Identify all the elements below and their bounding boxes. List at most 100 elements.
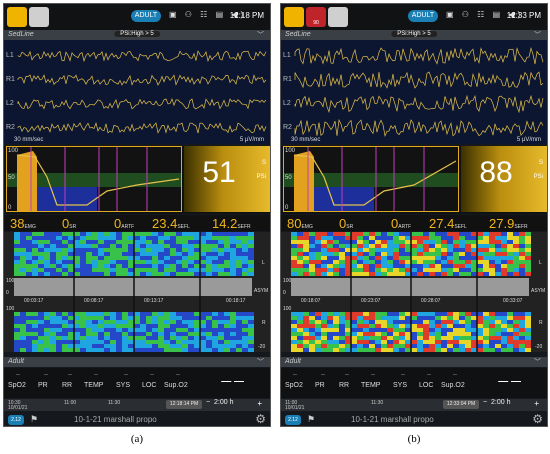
dsa-cell (501, 268, 507, 272)
param-artf[interactable]: 0ARTF (114, 216, 135, 231)
power-icon[interactable] (328, 7, 348, 27)
param-artf[interactable]: 0ARTF (391, 216, 412, 231)
sedline-header[interactable]: SedLine PSi:High > 5 ﹀ (4, 30, 270, 40)
psi-value-box[interactable]: 51 S PSi (184, 146, 270, 212)
dsa-cell (297, 236, 303, 240)
param-sefr[interactable]: 27.9SEFR (489, 216, 528, 231)
dsa-cell (38, 236, 44, 240)
dsa-cell (327, 264, 333, 268)
flag-icon[interactable]: ⚑ (307, 414, 316, 424)
dsa-cell (513, 340, 519, 344)
zoom-in-button[interactable]: + (534, 399, 539, 408)
param-emg[interactable]: 80EMG (287, 216, 313, 231)
param-sefr[interactable]: 14.2SEFR (212, 216, 251, 231)
param-sr[interactable]: 0SR (339, 216, 354, 231)
zoom-out-button[interactable]: − (483, 399, 488, 406)
vital-label[interactable]: LOC (419, 382, 434, 389)
vital-label[interactable]: SpO2 (285, 382, 303, 389)
dsa-cell (104, 272, 110, 276)
vital-label[interactable]: LOC (142, 382, 157, 389)
speaker-icon[interactable] (29, 7, 49, 27)
chevron-down-icon[interactable]: ﹀ (534, 359, 541, 366)
dsa-cell (411, 264, 417, 268)
dsa-cell (501, 348, 507, 352)
bell-icon[interactable] (284, 7, 304, 27)
zoom-in-button[interactable]: + (257, 399, 262, 408)
dsa-cell (92, 264, 98, 268)
param-sefl[interactable]: 27.4SEFL (429, 216, 467, 231)
dsa-cell (74, 348, 80, 352)
dsa-cell (80, 240, 86, 244)
dsa-cell (453, 340, 459, 344)
dsa-cell (74, 264, 80, 268)
dsa-cell (471, 260, 477, 264)
vital-label[interactable]: Sup.O2 (441, 382, 465, 389)
vital-label[interactable]: SYS (393, 382, 408, 389)
dsa-cell (501, 236, 507, 240)
psi-value-box[interactable]: 88 S PSi (461, 146, 547, 212)
mode-badge[interactable]: ADULT (408, 10, 438, 22)
dsa-cell (333, 248, 339, 252)
dsa-cell (381, 264, 387, 268)
zoom-out-button[interactable]: − (206, 399, 211, 406)
dsa-cell (182, 252, 188, 256)
dsa-cell (122, 244, 128, 248)
vital-label[interactable]: RR (339, 382, 350, 389)
dsa-cell (441, 348, 447, 352)
parameter-row: 38EMG 0SR 0ARTF 23.4SEFL 14.2SEFR (4, 215, 270, 231)
sedline-header[interactable]: SedLine PSi:High > 5 ﹀ (281, 30, 547, 40)
vital-label[interactable]: TEMP (361, 382, 381, 389)
dsa-cell (218, 348, 224, 352)
dsa-cell (303, 328, 309, 332)
dsa-cell (351, 340, 357, 344)
chevron-down-icon[interactable]: ﹀ (257, 32, 264, 39)
adult-header[interactable]: Adult ﹀ (4, 357, 270, 367)
dsa-cell (182, 344, 188, 348)
dsa-cell (321, 232, 327, 236)
adult-header[interactable]: Adult ﹀ (281, 357, 547, 367)
version-badge[interactable]: 2.12 (285, 415, 301, 425)
system-status-icons: ▣ ⚇ ☷ ▤ ◀) (446, 10, 524, 19)
param-sefl[interactable]: 23.4SEFL (152, 216, 190, 231)
dsa-cell (218, 312, 224, 316)
alarm-silenced-icon[interactable]: 90 (306, 7, 326, 27)
dsa-cell (128, 248, 134, 252)
mode-badge[interactable]: ADULT (131, 10, 161, 22)
vital-label[interactable]: TEMP (84, 382, 104, 389)
chevron-down-icon[interactable]: ﹀ (257, 359, 264, 366)
chevron-down-icon[interactable]: ﹀ (534, 32, 541, 39)
asym-band (291, 278, 529, 296)
param-emg[interactable]: 38EMG (10, 216, 36, 231)
timeline-current[interactable]: 12:33:04 PM (443, 400, 479, 409)
dsa-cell (164, 324, 170, 328)
trend-timeline[interactable]: 10:30 10/01/21 11:00 11:30 12:18:14 PM −… (4, 399, 270, 411)
vital-label[interactable]: RR (62, 382, 73, 389)
dsa-cell (236, 328, 242, 332)
dsa-cell (62, 252, 68, 256)
vital-label[interactable]: SpO2 (8, 382, 26, 389)
dsa-cell (224, 332, 230, 336)
dsa-cell (357, 244, 363, 248)
eeg-traces (294, 47, 544, 137)
dsa-cell (387, 236, 393, 240)
dsa-cell (291, 336, 297, 340)
trend-timeline[interactable]: 11:00 10/01/21 11:30 12:33:04 PM − 2:00 … (281, 399, 547, 411)
param-sr[interactable]: 0SR (62, 216, 77, 231)
vital-label[interactable]: PR (38, 382, 48, 389)
vital-label[interactable]: Sup.O2 (164, 382, 188, 389)
dsa-cell (489, 256, 495, 260)
dsa-cell (104, 348, 110, 352)
vital-label[interactable]: SYS (116, 382, 131, 389)
gear-icon[interactable]: ⚙ (255, 412, 266, 426)
timeline-current[interactable]: 12:18:14 PM (166, 400, 202, 409)
dsa-cell (92, 272, 98, 276)
vital-label[interactable]: PR (315, 382, 325, 389)
dsa-cell (315, 252, 321, 256)
flag-icon[interactable]: ⚑ (30, 414, 39, 424)
gear-icon[interactable]: ⚙ (532, 412, 543, 426)
dsa-cell (110, 320, 116, 324)
bell-icon[interactable] (7, 7, 27, 27)
version-badge[interactable]: 2.12 (8, 415, 24, 425)
dsa-cell (327, 268, 333, 272)
dsa-cell (62, 232, 68, 236)
